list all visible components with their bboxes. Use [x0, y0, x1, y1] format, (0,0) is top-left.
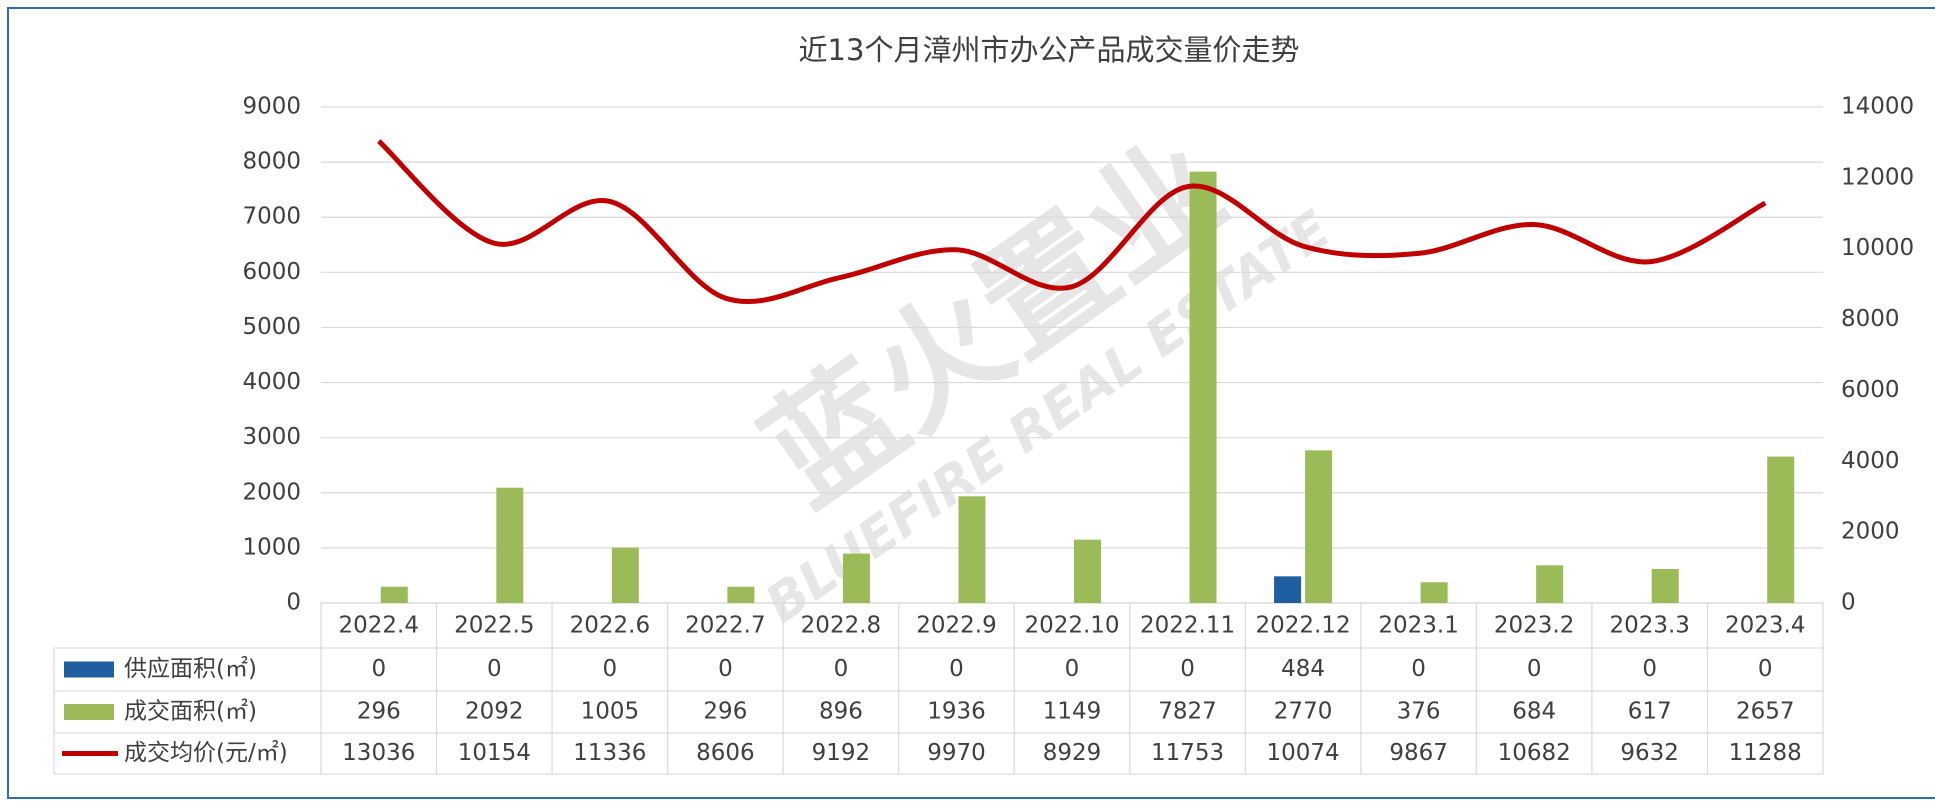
- y-tick-label: 9000: [242, 94, 301, 120]
- table-cell: 0: [834, 656, 849, 682]
- y2-tick-label: 4000: [1841, 448, 1900, 474]
- table-cell: 296: [357, 699, 401, 725]
- table-cell: 0: [1180, 656, 1195, 682]
- table-cell: 0: [371, 656, 386, 682]
- bar: [1421, 582, 1448, 603]
- y2-tick-label: 10000: [1841, 235, 1914, 261]
- table-cell: 2092: [465, 699, 524, 725]
- x-tick-label: 2023.2: [1494, 613, 1574, 639]
- bar: [958, 496, 985, 603]
- y-tick-label: 6000: [242, 259, 301, 285]
- bar: [843, 554, 870, 603]
- table-cell: 0: [1642, 656, 1657, 682]
- table-cell: 296: [703, 699, 747, 725]
- table-cell: 1005: [581, 699, 640, 725]
- table-cell: 11288: [1729, 740, 1802, 766]
- y-tick-label: 2000: [242, 479, 301, 505]
- table-cell: 0: [1411, 656, 1426, 682]
- chart: 近13个月漳州市办公产品成交量价走势 蓝火置业 BLUEFIRE REAL ES…: [0, 0, 1935, 803]
- x-tick-label: 2023.1: [1378, 613, 1458, 639]
- bar: [727, 587, 754, 603]
- bar: [1767, 457, 1794, 603]
- bar: [381, 587, 408, 603]
- bar: [1652, 569, 1679, 603]
- bar: [1074, 540, 1101, 603]
- table-cell: 0: [949, 656, 964, 682]
- y-tick-label: 7000: [242, 204, 301, 230]
- legend-key: [64, 704, 114, 720]
- table-cell: 0: [603, 656, 618, 682]
- legend-label: 成交面积(㎡): [124, 699, 257, 725]
- table-cell: 9970: [927, 740, 986, 766]
- y-tick-label: 3000: [242, 424, 301, 450]
- table-cell: 2657: [1736, 699, 1795, 725]
- table-cell: 376: [1397, 699, 1441, 725]
- table-cell: 2770: [1274, 699, 1333, 725]
- table-cell: 896: [819, 699, 863, 725]
- chart-title: 近13个月漳州市办公产品成交量价走势: [799, 33, 1300, 67]
- legend-key: [64, 662, 114, 678]
- table-cell: 13036: [342, 740, 415, 766]
- y-tick-label: 4000: [242, 369, 301, 395]
- table-cell: 8606: [696, 740, 755, 766]
- x-tick-label: 2022.11: [1140, 613, 1235, 639]
- y2-tick-label: 2000: [1841, 519, 1900, 545]
- x-tick-label: 2022.4: [339, 613, 419, 639]
- table-cell: 1149: [1043, 699, 1102, 725]
- x-tick-label: 2022.10: [1024, 613, 1119, 639]
- table-cell: 9867: [1389, 740, 1448, 766]
- y2-tick-label: 0: [1841, 590, 1856, 616]
- x-tick-label: 2022.12: [1256, 613, 1351, 639]
- table-cell: 0: [1527, 656, 1542, 682]
- table-cell: 9632: [1620, 740, 1679, 766]
- table-cell: 10682: [1498, 740, 1571, 766]
- table-cell: 9192: [812, 740, 871, 766]
- bar: [1536, 565, 1563, 603]
- bar: [496, 488, 523, 603]
- table-cell: 0: [718, 656, 733, 682]
- x-tick-label: 2023.3: [1609, 613, 1689, 639]
- table-cell: 0: [487, 656, 502, 682]
- x-tick-label: 2023.4: [1725, 613, 1805, 639]
- y2-tick-label: 12000: [1841, 164, 1914, 190]
- table-cell: 0: [1758, 656, 1773, 682]
- x-tick-label: 2022.9: [916, 613, 996, 639]
- y-tick-label: 1000: [242, 534, 301, 560]
- y2-tick-label: 14000: [1841, 94, 1914, 120]
- x-tick-label: 2022.8: [801, 613, 881, 639]
- table-cell: 684: [1512, 699, 1556, 725]
- bar: [1305, 450, 1332, 603]
- y-tick-label: 5000: [242, 314, 301, 340]
- table-cell: 7827: [1158, 699, 1217, 725]
- table-cell: 11753: [1151, 740, 1224, 766]
- table-cell: 10154: [458, 740, 531, 766]
- bar: [1190, 172, 1217, 603]
- bar: [1274, 576, 1301, 603]
- table-cell: 8929: [1043, 740, 1102, 766]
- x-tick-label: 2022.7: [685, 613, 765, 639]
- table-cell: 10074: [1266, 740, 1339, 766]
- y2-tick-label: 6000: [1841, 377, 1900, 403]
- table-cell: 617: [1628, 699, 1672, 725]
- x-tick-label: 2022.5: [454, 613, 534, 639]
- table-cell: 484: [1281, 656, 1325, 682]
- bar: [612, 548, 639, 603]
- legend-label: 成交均价(元/㎡): [124, 740, 288, 766]
- legend-label: 供应面积(㎡): [124, 656, 257, 682]
- y2-tick-label: 8000: [1841, 306, 1900, 332]
- y-tick-label: 0: [286, 590, 301, 616]
- table-cell: 1936: [927, 699, 986, 725]
- table-cell: 11336: [573, 740, 646, 766]
- x-tick-label: 2022.6: [570, 613, 650, 639]
- y-tick-label: 8000: [242, 149, 301, 175]
- table-cell: 0: [1065, 656, 1080, 682]
